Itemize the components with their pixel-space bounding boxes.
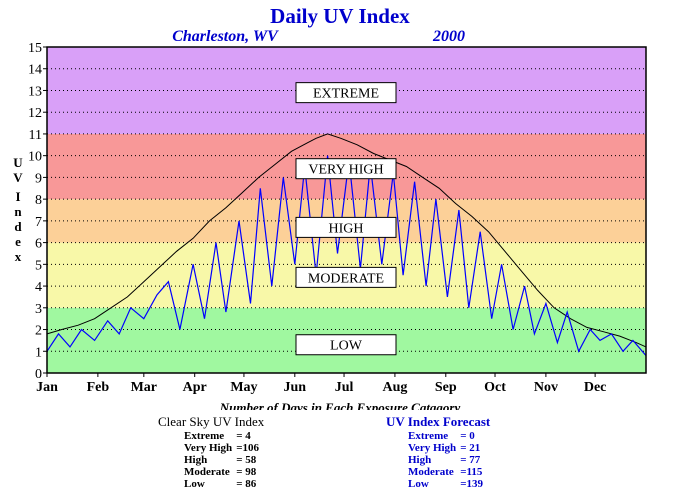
uv-chart: Daily UV Index Charleston, WV 2000 LOW MO…: [13, 4, 647, 410]
y-tick-label: 15: [28, 41, 42, 56]
clear-sky-label: Moderate: [184, 466, 230, 478]
y-tick-label: 13: [28, 84, 42, 99]
series-line-forecast: [46, 155, 647, 356]
band-label: VERY HIGH: [308, 163, 383, 178]
y-tick-label: 7: [35, 215, 42, 230]
y-tick-label: 6: [35, 237, 42, 252]
x-tick-label: Jan: [36, 380, 58, 395]
forecast-value: = 0: [460, 430, 475, 442]
chart-title: Daily UV Index: [270, 4, 410, 28]
band-label-box: [295, 216, 397, 238]
y-tick-label: 2: [35, 324, 42, 339]
band-label: HIGH: [329, 221, 364, 236]
plot-frame: [46, 46, 647, 374]
x-tick-label: Feb: [87, 380, 110, 395]
clear-sky-stats: Clear Sky UV Index Extreme = 4 Very High =1…: [158, 414, 264, 490]
forecast-row: Low =139: [406, 478, 485, 490]
x-tick-label: Oct: [484, 380, 506, 395]
x-axis-label: Number of Days in Each Exposure Catagory: [219, 400, 461, 410]
y-tick-label: 14: [28, 63, 42, 78]
clear-sky-header: Clear Sky UV Index: [158, 414, 265, 429]
x-tick-label: Dec: [584, 380, 607, 395]
clear-sky-value: = 86: [236, 478, 257, 490]
band-label-box: [295, 82, 397, 104]
band-label-box: [295, 266, 397, 288]
x-tick-label: May: [230, 380, 257, 395]
forecast-label: Moderate: [408, 466, 454, 478]
band-label: MODERATE: [308, 271, 384, 286]
series-line-clear-sky: [46, 133, 647, 348]
clear-sky-label: High: [184, 454, 208, 466]
forecast-row: Moderate =115: [406, 466, 485, 478]
clear-sky-table: Extreme = 4 Very High =106 High = 58 Moderate =…: [182, 430, 261, 490]
clear-sky-row: Very High =106: [182, 442, 261, 454]
y-tick-label: 0: [35, 367, 42, 382]
forecast-row: Very High = 21: [406, 442, 485, 454]
x-tick-label: Apr: [183, 380, 207, 395]
x-tick-label: Sep: [435, 380, 457, 395]
clear-sky-value: =106: [236, 442, 259, 454]
clear-sky-label: Extreme: [184, 430, 225, 442]
forecast-header: UV Index Forecast: [386, 414, 491, 429]
forecast-label: Very High: [408, 442, 457, 454]
band-label: LOW: [330, 339, 363, 354]
forecast-table: Extreme = 0 Very High = 21 High = 77 Moderate =…: [406, 430, 485, 490]
x-tick-label: Jul: [335, 380, 354, 395]
forecast-label: Low: [408, 478, 429, 490]
forecast-value: =115: [460, 466, 483, 478]
band-label-box: [295, 334, 397, 356]
band-label-box: [295, 158, 397, 180]
x-tick-label: Nov: [534, 380, 558, 395]
y-tick-label: 5: [35, 258, 42, 273]
y-tick-label: 12: [28, 106, 42, 121]
clear-sky-value: = 98: [236, 466, 257, 478]
clear-sky-row: Moderate = 98: [182, 466, 261, 478]
forecast-value: =139: [460, 478, 483, 490]
chart-subtitle-location: Charleston, WV: [172, 28, 279, 45]
x-tick-label: Aug: [382, 380, 407, 395]
y-tick-label: 9: [35, 171, 42, 186]
clear-sky-value: = 58: [236, 454, 257, 466]
forecast-row: Extreme = 0: [406, 430, 485, 442]
y-tick-label: 11: [29, 128, 42, 143]
clear-sky-row: High = 58: [182, 454, 261, 466]
y-tick-label: 1: [35, 345, 42, 360]
forecast-value: = 77: [460, 454, 481, 466]
clear-sky-row: Extreme = 4: [182, 430, 261, 442]
forecast-row: High = 77: [406, 454, 485, 466]
x-tick-label: Mar: [131, 380, 157, 395]
forecast-stats: UV Index Forecast Extreme = 0 Very High = 2…: [386, 414, 490, 490]
y-tick-label: 3: [35, 302, 42, 317]
clear-sky-row: Low = 86: [182, 478, 261, 490]
forecast-label: Extreme: [408, 430, 449, 442]
clear-sky-label: Very High: [184, 442, 233, 454]
y-tick-label: 10: [28, 150, 42, 165]
clear-sky-value: = 4: [236, 430, 251, 442]
y-tick-label: 4: [35, 280, 42, 295]
x-tick-label: Jun: [284, 380, 307, 395]
band-label: EXTREME: [313, 87, 379, 102]
clear-sky-label: Low: [184, 478, 205, 490]
y-tick-label: 8: [35, 193, 42, 208]
chart-subtitle-year: 2000: [432, 28, 465, 45]
forecast-label: High: [408, 454, 432, 466]
forecast-value: = 21: [460, 442, 481, 454]
